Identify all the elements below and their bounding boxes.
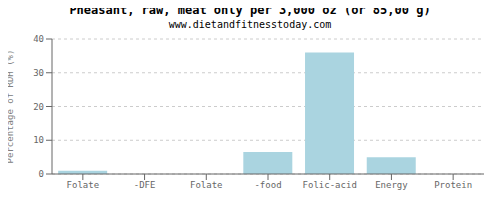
svg-text:Protein: Protein	[434, 180, 472, 190]
svg-text:-DFE: -DFE	[134, 180, 156, 190]
svg-text:Energy: Energy	[375, 180, 408, 190]
svg-text:Folate: Folate	[67, 180, 100, 190]
svg-text:-food: -food	[254, 180, 281, 190]
svg-text:10: 10	[33, 135, 44, 145]
html-text:Pheasant, raw, meat only per 3: Pheasant, raw, meat only per 3,000 oz (o…	[69, 3, 431, 17]
svg-text:Folate: Folate	[190, 180, 223, 190]
svg-text:20: 20	[33, 102, 44, 112]
svg-text:30: 30	[33, 68, 44, 78]
html-text:www.dietandfitnesstoday.com: www.dietandfitnesstoday.com	[168, 19, 332, 30]
svg-text:Folic-acid: Folic-acid	[303, 180, 357, 190]
svg-text:Percentage of RDH (%): Percentage of RDH (%)	[8, 50, 15, 164]
svg-text:0: 0	[39, 169, 44, 179]
svg-text:40: 40	[33, 34, 44, 44]
